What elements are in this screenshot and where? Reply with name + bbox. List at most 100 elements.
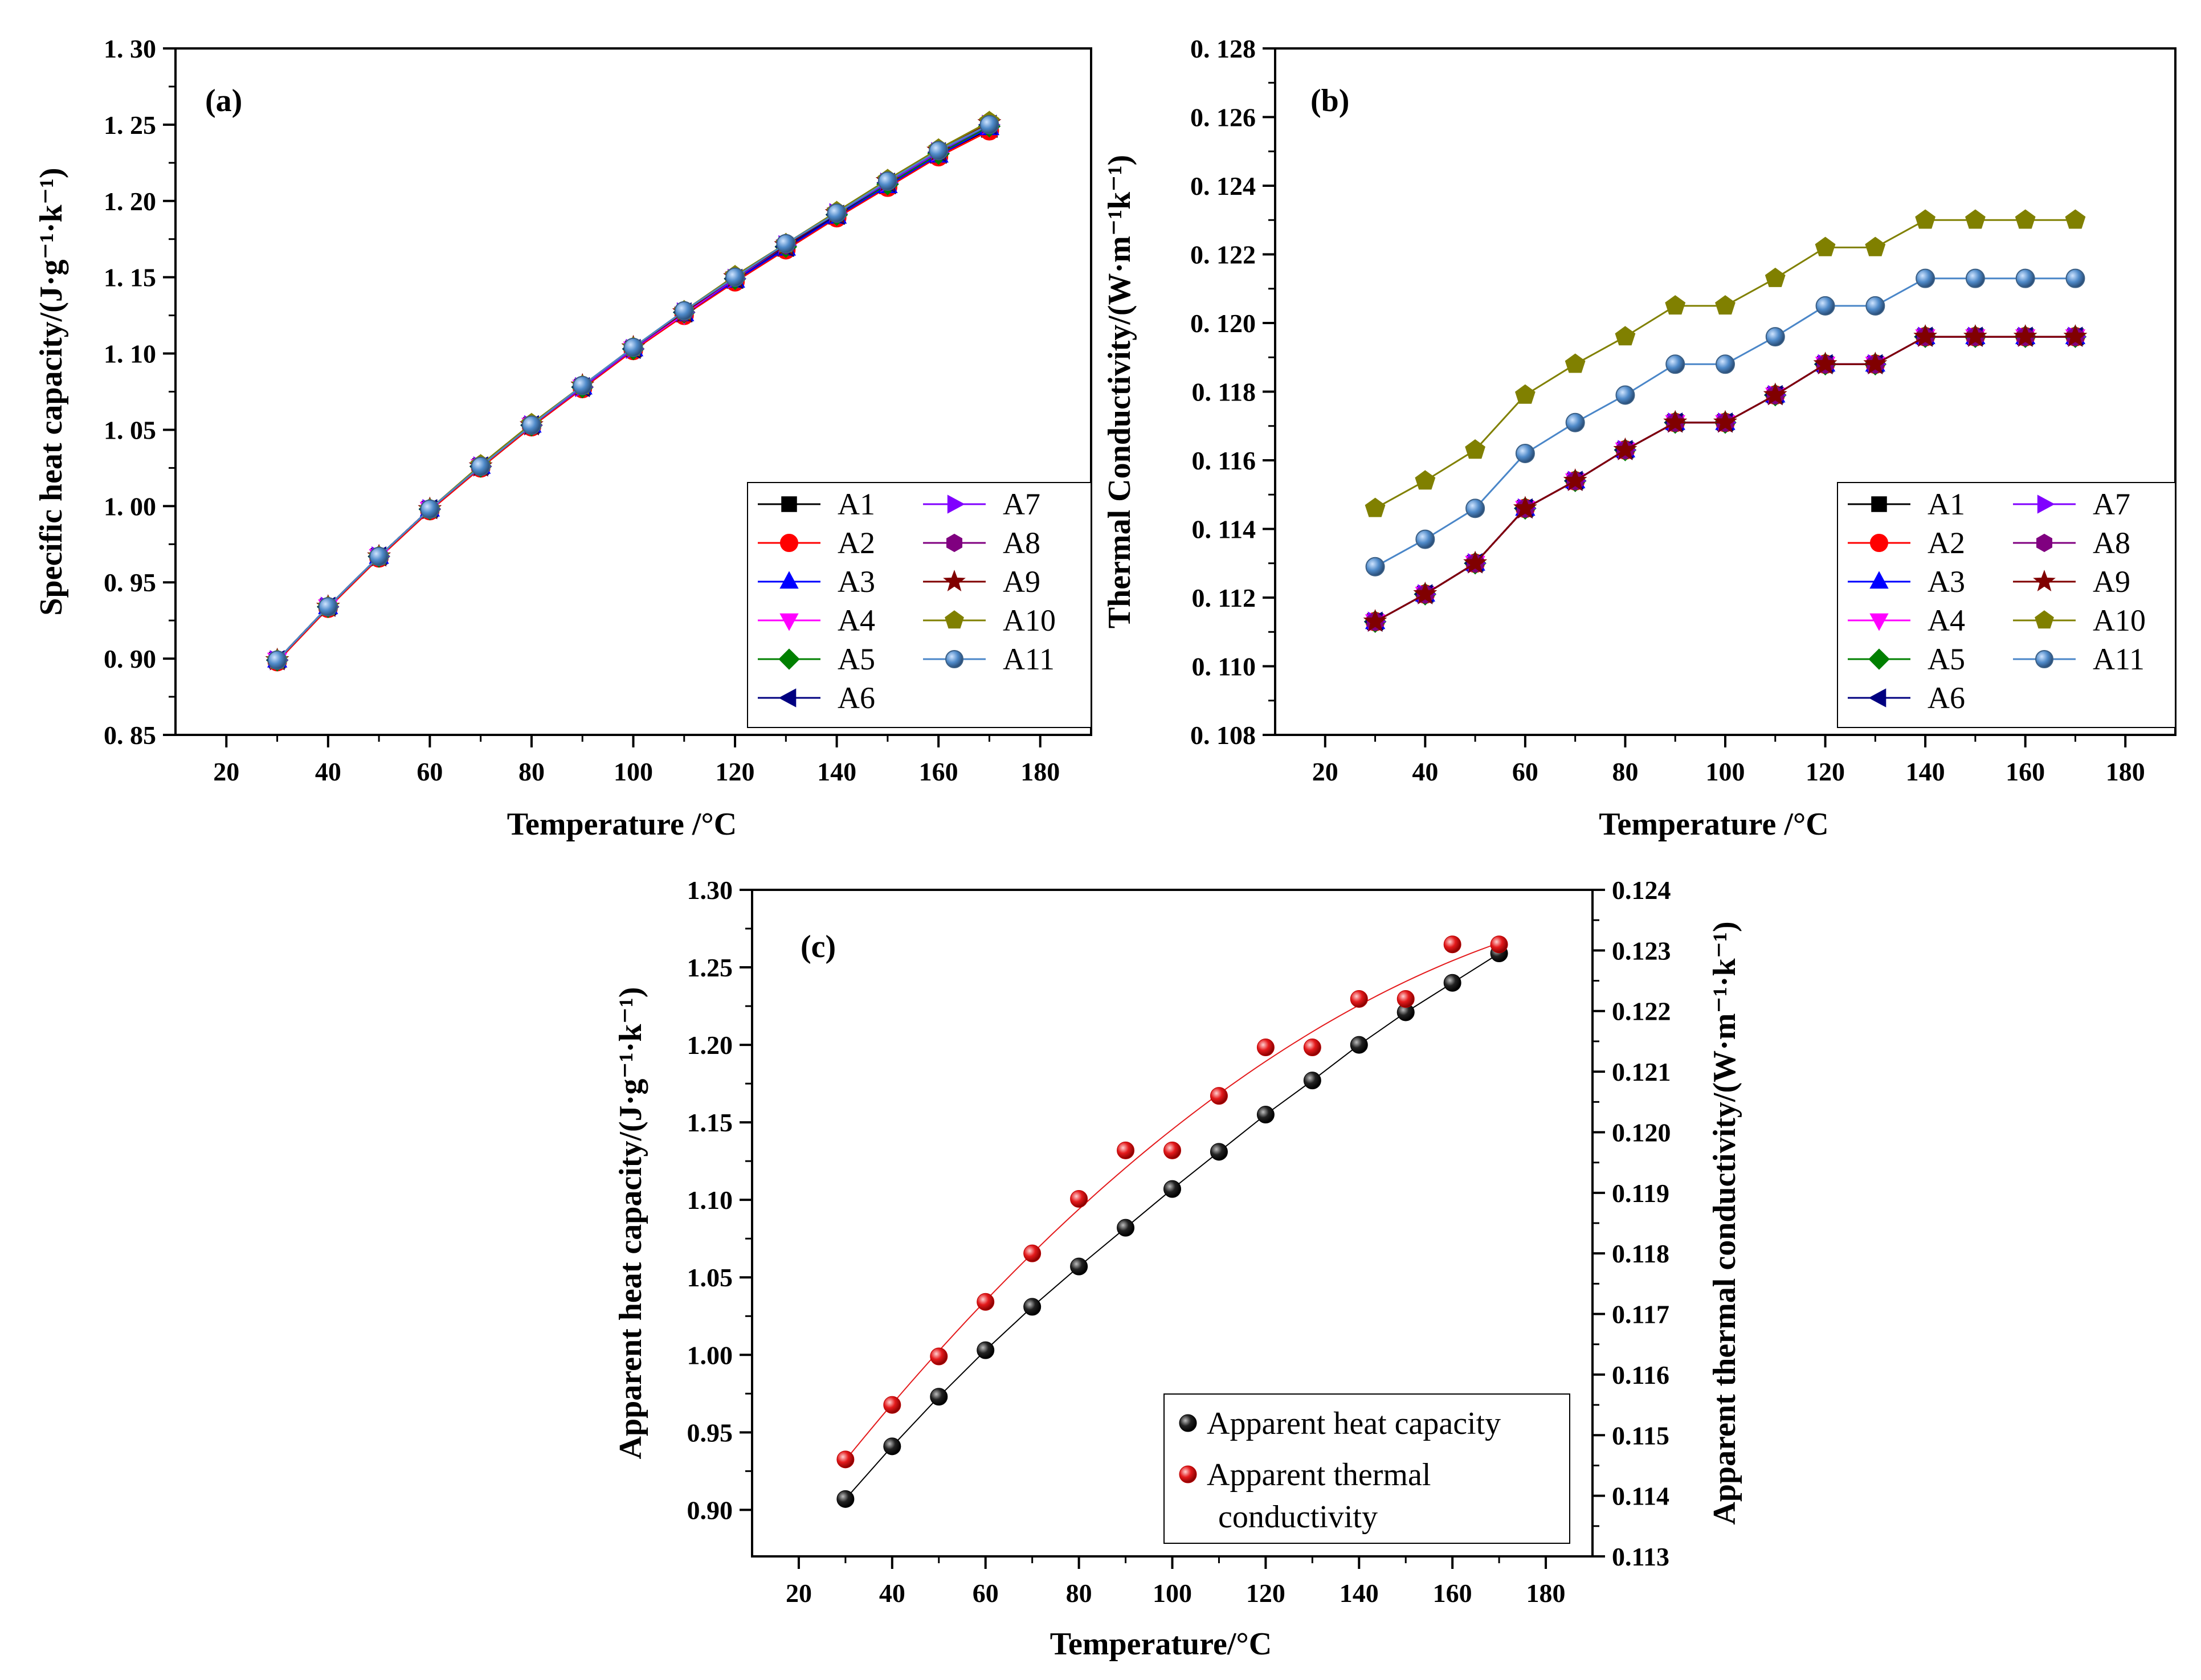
data-point: [877, 171, 897, 191]
data-point: [1715, 295, 1736, 315]
data-point: [977, 1293, 995, 1311]
x-axis-unit: °C: [1793, 807, 1829, 842]
y-tick-label: 0. 118: [1192, 378, 1256, 407]
data-point: [1023, 1298, 1042, 1316]
x-tick-label: 160: [1433, 1579, 1472, 1608]
x-axis-label-text: Temperature/: [1050, 1626, 1237, 1662]
data-point: [977, 1341, 995, 1359]
data-point: [1515, 443, 1535, 463]
data-point: [1763, 382, 1787, 406]
legend-marker: [1179, 1414, 1197, 1432]
legend-marker: [778, 688, 797, 708]
data-point: [267, 650, 287, 670]
data-point: [1716, 354, 1735, 374]
x-tick-label: 60: [1512, 757, 1538, 786]
y-right-tick-label: 0.114: [1612, 1482, 1669, 1511]
legend-label: A2: [838, 526, 875, 560]
legend-box: [1837, 482, 2176, 728]
legend-label: A10: [1003, 603, 1056, 637]
legend-label: A7: [2093, 487, 2130, 521]
legend-label: Apparent thermal conductivity: [1207, 1457, 1431, 1535]
legend-label: A1: [1928, 487, 1965, 521]
y-right-tick-label: 0.115: [1612, 1421, 1669, 1450]
y-tick-label: 1. 20: [104, 187, 156, 216]
legend-marker: [1870, 534, 1888, 552]
data-point: [1365, 557, 1385, 577]
data-point: [1713, 410, 1738, 433]
x-axis-label: Temperature /°C: [1599, 807, 1828, 842]
y-right-tick-label: 0.120: [1612, 1118, 1671, 1147]
data-point: [1350, 1036, 1368, 1054]
data-point: [1413, 581, 1438, 604]
y-tick-label: 0. 126: [1190, 103, 1256, 132]
data-point: [1863, 351, 1888, 375]
data-point: [369, 546, 389, 566]
legend-marker: [947, 494, 965, 514]
series-a11: [267, 115, 999, 670]
data-point: [2015, 268, 2035, 288]
data-point: [979, 115, 999, 134]
data-point: [1865, 296, 1885, 316]
legend-label: A9: [1003, 565, 1040, 599]
series-apparent-thermal-conductivity: [836, 935, 1508, 1469]
data-point: [929, 141, 949, 161]
legend-marker: [780, 534, 798, 552]
x-tick-label: 140: [817, 757, 856, 786]
data-point: [776, 234, 796, 254]
x-tick-label: 60: [973, 1579, 999, 1608]
legend-marker: [945, 610, 964, 629]
y-tick-label: 0. 112: [1192, 583, 1256, 612]
data-point: [836, 1450, 855, 1469]
legend-marker: [946, 533, 962, 553]
y-tick-label: 1.20: [687, 1031, 733, 1060]
series-apparent-heat-capacity: [836, 945, 1508, 1508]
x-tick-label: 80: [518, 757, 545, 786]
data-point: [827, 203, 847, 223]
y-tick-label: 1.25: [687, 953, 733, 982]
data-point: [2065, 209, 2086, 229]
y-right-tick-label: 0.113: [1612, 1542, 1669, 1571]
legend-marker: [2037, 494, 2055, 514]
data-point: [1916, 268, 1935, 288]
legend-marker: [2033, 570, 2056, 591]
legend-box: [747, 482, 1092, 728]
x-tick-label: 100: [1153, 1579, 1192, 1608]
legend-marker: [1869, 571, 1889, 589]
legend-marker: [1871, 496, 1887, 512]
y-right-tick-label: 0.118: [1612, 1239, 1669, 1268]
x-tick-label: 180: [1020, 757, 1060, 786]
legend: A1 A2 A3 A4 A5 A6 A7 A8 A9 A10 A11: [1837, 482, 2176, 728]
x-axis-label: Temperature /°C: [507, 807, 737, 842]
legend-label: A5: [838, 642, 875, 676]
x-tick-label: 120: [1806, 757, 1845, 786]
x-tick-label: 100: [1706, 757, 1745, 786]
y-tick-label: 1.15: [687, 1108, 733, 1137]
y-tick-label: 1.05: [687, 1263, 733, 1292]
data-point: [836, 1490, 855, 1508]
data-point: [1965, 268, 1985, 288]
y-axis-label: Apparent heat capacity/(J·g⁻¹·k⁻¹): [613, 987, 648, 1460]
data-point: [2065, 268, 2085, 288]
data-point: [471, 456, 491, 476]
data-point: [1465, 498, 1485, 518]
data-point: [1256, 1039, 1275, 1057]
data-point: [883, 1396, 901, 1414]
legend-label-line-2: conductivity: [1218, 1499, 1378, 1535]
x-tick-label: 40: [315, 757, 341, 786]
data-point: [1256, 1106, 1275, 1124]
x-tick-label: 140: [1906, 757, 1945, 786]
x-tick-label: 20: [213, 757, 239, 786]
data-point: [1965, 209, 1986, 229]
data-point: [1363, 609, 1387, 632]
data-point: [1117, 1219, 1135, 1237]
data-point: [1515, 384, 1536, 404]
x-tick-label: 80: [1066, 1579, 1092, 1608]
data-point: [930, 1388, 948, 1406]
y-tick-label: 0. 124: [1190, 171, 1256, 201]
y-right-tick-label: 0.122: [1612, 997, 1671, 1026]
data-point: [1563, 468, 1587, 492]
y-right-tick-label: 0.117: [1612, 1300, 1669, 1329]
y-tick-label: 1.00: [687, 1340, 733, 1370]
x-tick-label: 80: [1612, 757, 1638, 786]
legend-label: A1: [838, 487, 875, 521]
